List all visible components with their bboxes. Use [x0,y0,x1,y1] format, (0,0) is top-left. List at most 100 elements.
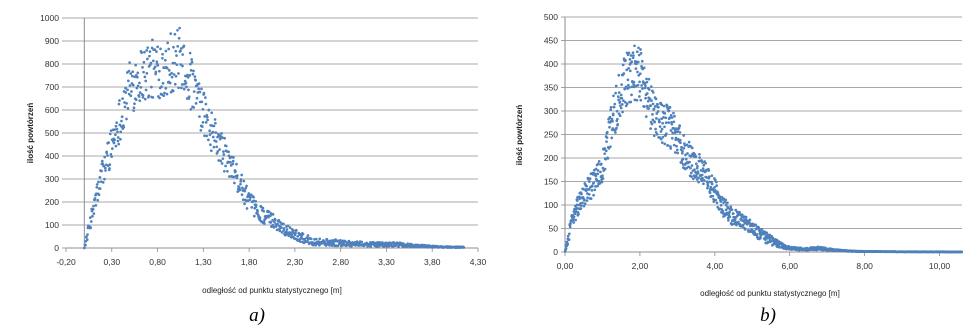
data-point-a [141,93,145,97]
data-point-a [138,81,141,85]
data-point-b [566,242,570,246]
data-point-b [567,238,571,242]
data-point-a [273,218,277,221]
data-point-b [651,113,654,116]
y-tick-label-b: 50 [549,224,559,234]
data-point-b [682,134,686,137]
data-point-b [680,151,684,155]
data-point-a [150,46,154,50]
data-point-a [216,150,220,153]
data-point-b [667,121,671,125]
data-point-a [190,60,194,64]
data-point-a [245,184,248,188]
data-point-b [590,184,594,188]
data-point-b [715,184,719,187]
data-point-a [249,196,252,199]
data-point-a [189,62,192,66]
data-point-a [229,160,232,164]
data-point-a [267,210,271,214]
data-point-a [202,91,206,95]
data-point-a [118,99,121,102]
data-point-a [201,107,205,111]
data-point-b [688,160,691,164]
data-point-a [130,90,133,93]
data-point-a [97,180,100,184]
data-point-a [168,81,172,85]
data-point-a [126,79,130,83]
data-point-a [269,221,273,224]
data-point-b [564,247,568,250]
data-point-b [687,140,691,144]
data-point-b [630,85,634,89]
data-point-b [652,134,656,138]
data-point-b [603,167,607,171]
data-point-b [707,169,711,172]
data-point-b [683,144,687,147]
data-point-b [601,166,605,170]
data-point-b [759,235,762,239]
data-point-b [654,130,658,134]
data-point-b [660,103,664,107]
data-point-a [227,154,231,158]
data-point-a [146,46,150,50]
data-point-a [218,148,221,151]
data-point-a [187,88,190,92]
data-point-b [662,116,665,119]
data-point-a [174,74,178,78]
data-point-a [146,57,149,61]
data-point-a [290,233,294,237]
data-point-a [137,95,141,98]
data-point-b [660,141,664,144]
data-point-b [698,152,701,156]
data-point-a [272,225,276,229]
data-point-b [638,90,642,93]
data-point-b [689,171,693,175]
y-tick-label-b: 150 [544,177,558,187]
data-point-b [649,104,653,107]
data-point-b [572,215,576,219]
data-point-b [609,108,613,112]
data-point-b [630,60,634,64]
data-point-b [680,145,683,149]
data-point-a [143,75,147,79]
data-point-a [101,162,104,166]
data-point-b [664,121,668,125]
data-point-b [660,127,664,131]
data-point-a [157,78,161,82]
data-point-b [592,193,595,197]
data-point-a [109,153,113,156]
data-point-b [636,70,639,74]
data-point-b [661,121,664,125]
data-point-a [141,96,145,99]
data-point-a [314,237,318,241]
data-point-b [645,77,648,81]
data-point-a [177,36,181,40]
data-point-b [659,130,663,133]
data-point-b [652,107,656,111]
x-tick-label-a: 0,30 [104,257,121,267]
data-point-a [381,241,384,244]
data-point-b [716,205,720,209]
data-point-a [167,69,171,72]
data-point-a [360,240,364,244]
y-axis-title-a: ilość powtórzeń [26,103,35,164]
y-tick-label-a: 400 [45,151,59,161]
data-point-a [179,47,183,50]
data-point-a [139,86,143,89]
data-point-a [143,50,146,54]
data-point-b [679,141,682,145]
data-point-a [214,131,218,134]
data-point-a [108,163,112,166]
data-point-b [678,124,681,128]
data-point-a [208,133,212,137]
data-point-a [273,220,276,224]
data-point-a [197,87,201,91]
data-point-a [200,87,203,91]
data-point-a [205,115,209,119]
data-point-a [282,222,285,226]
data-point-b [724,203,728,207]
data-point-a [138,91,142,94]
data-point-b [588,177,592,180]
data-point-a [462,246,466,249]
x-tick-label-b: 0,00 [557,261,574,271]
